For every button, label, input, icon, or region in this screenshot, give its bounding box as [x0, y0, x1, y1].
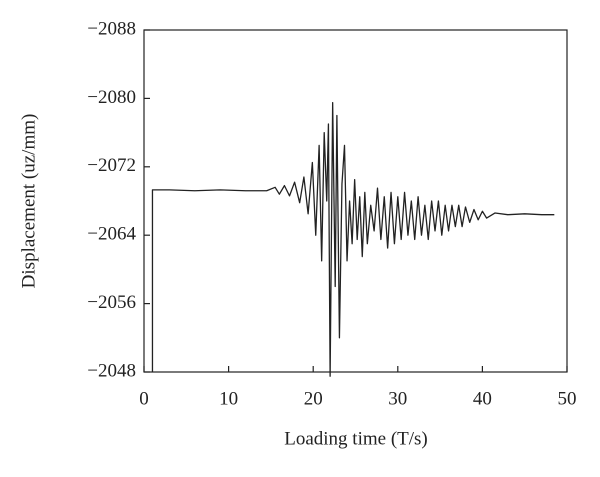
x-tick-label: 10 [219, 388, 238, 409]
x-tick-label: 30 [388, 388, 407, 409]
y-tick-label: −2056 [87, 292, 136, 313]
x-axis-title: Loading time (T/s) [284, 428, 428, 449]
y-tick-label: −2088 [87, 18, 136, 39]
y-tick-label: −2048 [87, 360, 136, 381]
y-tick-label: −2072 [87, 155, 136, 176]
y-tick-label: −2080 [87, 87, 136, 108]
x-tick-label: 50 [558, 388, 577, 409]
plot-frame [143, 29, 568, 373]
x-tick-label: 20 [304, 388, 323, 409]
y-tick-label: −2064 [87, 224, 136, 245]
data-line [151, 102, 555, 377]
y-axis-title: Displacement (uz/mm) [18, 114, 39, 289]
x-tick-label: 0 [139, 388, 149, 409]
x-tick-label: 40 [473, 388, 492, 409]
